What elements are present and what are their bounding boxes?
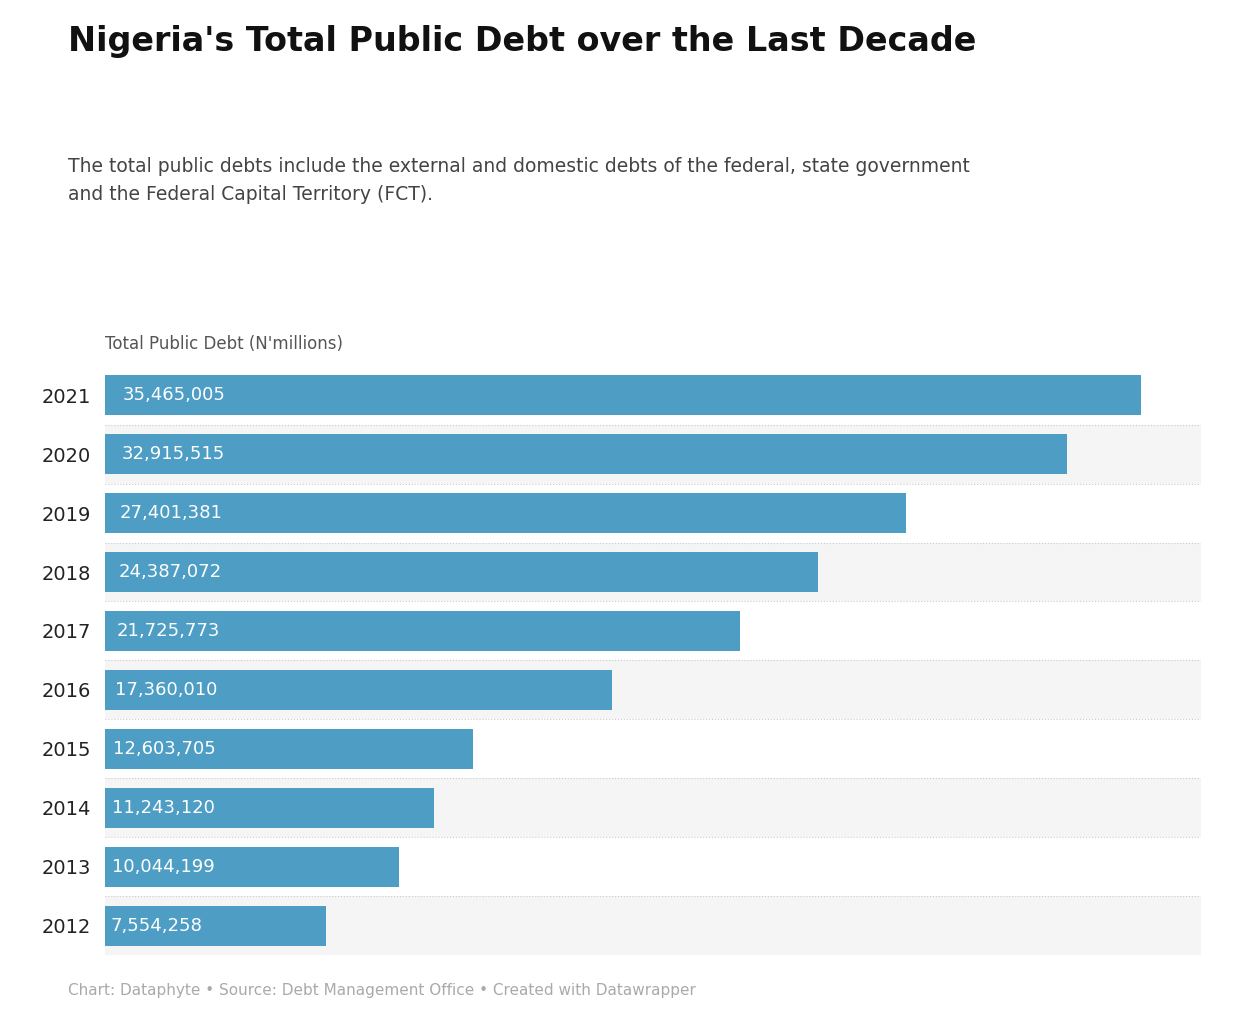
Text: 17,360,010: 17,360,010 [115,681,218,699]
Bar [105,837,1201,896]
Bar [105,787,433,828]
Bar [105,543,1201,601]
Bar [105,660,1201,719]
Bar [105,896,1201,955]
Bar [105,493,906,533]
Text: 32,915,515: 32,915,515 [123,445,225,463]
Bar [105,484,1201,543]
Bar [105,425,1201,484]
Bar [105,611,740,651]
Bar [105,434,1067,474]
Bar [105,670,613,710]
Bar [105,905,326,946]
Text: The total public debts include the external and domestic debts of the federal, s: The total public debts include the exter… [68,157,969,204]
Text: 12,603,705: 12,603,705 [113,740,215,758]
Bar [105,552,818,592]
Bar [105,719,1201,778]
Bar [105,375,1141,416]
Text: 7,554,258: 7,554,258 [111,916,203,935]
Bar [105,728,473,769]
Text: 11,243,120: 11,243,120 [113,799,215,817]
Text: 35,465,005: 35,465,005 [123,386,227,404]
Bar [105,846,399,887]
Text: 24,387,072: 24,387,072 [119,563,222,581]
Text: 10,044,199: 10,044,199 [111,858,214,876]
Bar [105,601,1201,660]
Text: 21,725,773: 21,725,773 [118,622,220,640]
Bar [105,778,1201,837]
Text: Nigeria's Total Public Debt over the Last Decade: Nigeria's Total Public Debt over the Las… [68,25,977,58]
Text: 27,401,381: 27,401,381 [120,504,223,522]
Text: Total Public Debt (N'millions): Total Public Debt (N'millions) [105,334,343,353]
Bar [105,366,1201,425]
Text: Chart: Dataphyte • Source: Debt Management Office • Created with Datawrapper: Chart: Dataphyte • Source: Debt Manageme… [68,982,696,998]
